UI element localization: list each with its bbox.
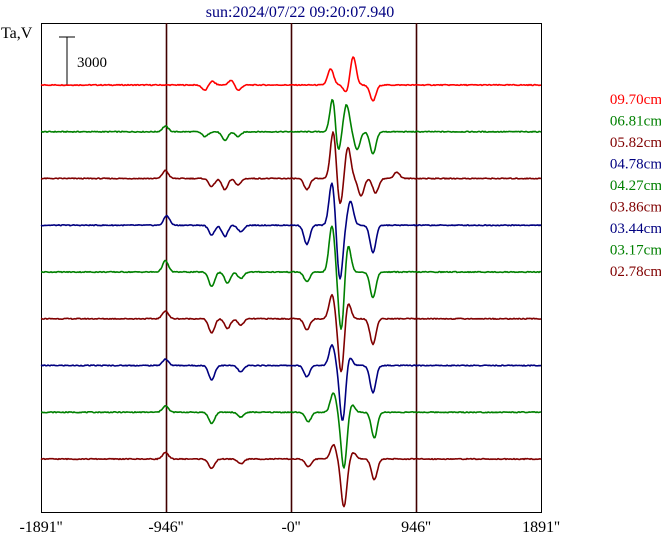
legend-entry: 06.81cm [610, 114, 661, 130]
legend-entry: 03.86cm [610, 200, 661, 216]
x-tick-label: 946'' [401, 519, 431, 536]
series-line [40, 131, 542, 205]
x-tick-label: 1891'' [522, 519, 560, 536]
legend-entry: 03.44cm [610, 221, 661, 237]
legend-entry: 03.17cm [610, 243, 661, 259]
series-line [40, 293, 542, 373]
series-line [40, 182, 542, 280]
scale-bar-label: 3000 [77, 55, 107, 71]
x-tick-label: -1891'' [19, 519, 62, 536]
series-line [40, 56, 542, 102]
chart-title: sun:2024/07/22 09:20:07.940 [206, 4, 394, 21]
x-tick-label: -946'' [148, 519, 183, 536]
legend-entry: 02.78cm [610, 264, 661, 280]
series-line [40, 392, 542, 469]
legend-entry: 05.82cm [610, 135, 661, 151]
legend-entry: 04.27cm [610, 178, 661, 194]
series-line [40, 343, 542, 421]
y-axis-label: Ta,V [1, 25, 33, 42]
legend-entry: 09.70cm [610, 92, 661, 108]
series-line [40, 98, 542, 155]
series-line [40, 443, 542, 508]
legend-entry: 04.78cm [610, 157, 661, 173]
x-tick-label: -0'' [281, 519, 300, 536]
series-line [40, 225, 542, 330]
